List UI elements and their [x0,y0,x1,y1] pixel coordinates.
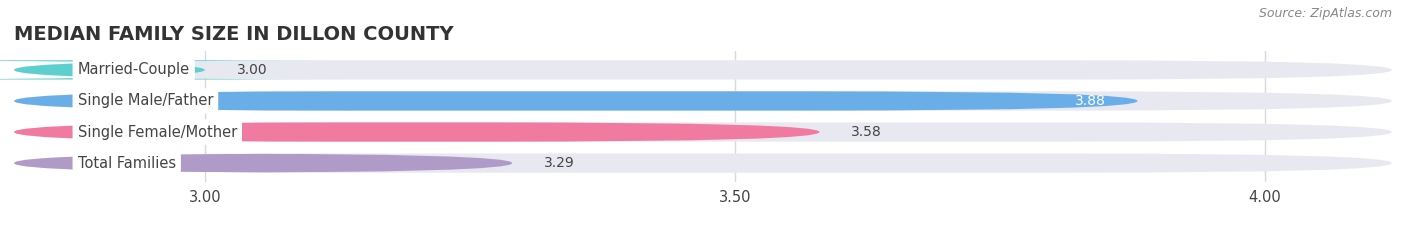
Text: 3.88: 3.88 [1076,94,1105,108]
Text: Single Male/Father: Single Male/Father [77,93,214,109]
Text: Source: ZipAtlas.com: Source: ZipAtlas.com [1258,7,1392,20]
FancyBboxPatch shape [14,122,1392,142]
FancyBboxPatch shape [14,154,512,173]
FancyBboxPatch shape [14,122,820,142]
Text: 3.58: 3.58 [852,125,882,139]
Text: 3.00: 3.00 [236,63,267,77]
Text: 3.29: 3.29 [544,156,575,170]
FancyBboxPatch shape [0,60,343,79]
FancyBboxPatch shape [14,91,1137,111]
FancyBboxPatch shape [14,60,1392,79]
FancyBboxPatch shape [14,91,1392,111]
Text: Total Families: Total Families [77,156,176,171]
Text: Single Female/Mother: Single Female/Mother [77,124,236,140]
Text: MEDIAN FAMILY SIZE IN DILLON COUNTY: MEDIAN FAMILY SIZE IN DILLON COUNTY [14,25,454,44]
FancyBboxPatch shape [14,154,1392,173]
Text: Married-Couple: Married-Couple [77,62,190,77]
